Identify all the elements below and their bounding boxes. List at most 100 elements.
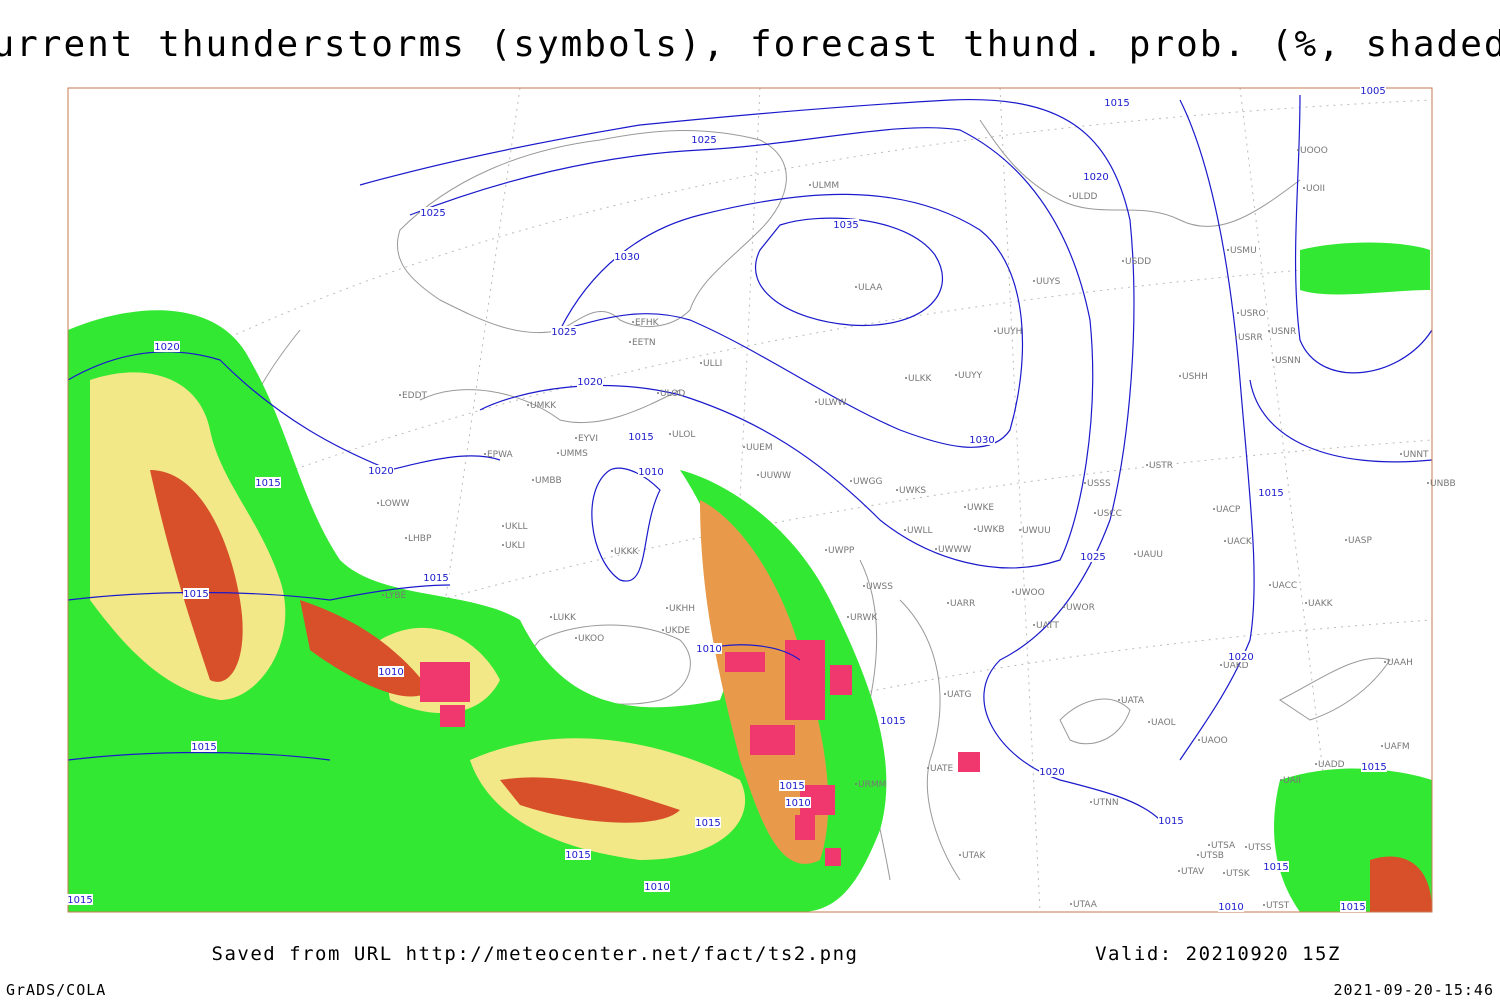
isobar-label: 1020 bbox=[154, 342, 179, 353]
station-label: LHBP bbox=[408, 534, 432, 544]
station-dot bbox=[815, 401, 817, 403]
software: GrADS/COLA bbox=[6, 981, 106, 999]
station-label: USRR bbox=[1238, 333, 1263, 343]
station-dot bbox=[964, 506, 966, 508]
station-label: UAAH bbox=[1387, 658, 1413, 668]
isobar-label-bg bbox=[1360, 85, 1386, 96]
station-label: EDDT bbox=[402, 391, 428, 401]
station-dot bbox=[1269, 584, 1271, 586]
station-label: ULOD bbox=[660, 389, 685, 399]
station-dot bbox=[847, 616, 849, 618]
isobar bbox=[559, 193, 1024, 448]
station-dot bbox=[399, 394, 401, 396]
station-label: UWWW bbox=[938, 545, 971, 555]
storm-cluster bbox=[958, 752, 980, 772]
isobar bbox=[67, 351, 501, 471]
station-dot bbox=[1280, 779, 1282, 781]
station-dot bbox=[1070, 903, 1072, 905]
station-dot bbox=[1090, 801, 1092, 803]
station-dot bbox=[1268, 330, 1270, 332]
arctic-coast bbox=[979, 119, 1301, 227]
isobar bbox=[67, 584, 451, 601]
station-label: ULDD bbox=[1072, 192, 1098, 202]
station-dot bbox=[896, 489, 898, 491]
station-label: UAKD bbox=[1223, 661, 1249, 671]
station-label: UKHH bbox=[669, 604, 695, 614]
isobar-label-bg bbox=[785, 797, 811, 808]
station-label: UWPP bbox=[828, 546, 855, 556]
station-label: UWKE bbox=[967, 503, 994, 513]
station-label: USRO bbox=[1240, 309, 1266, 319]
isobar bbox=[67, 751, 331, 761]
isobar-label: 1015 bbox=[628, 432, 653, 443]
station-label: USSS bbox=[1087, 479, 1111, 489]
station-dot bbox=[1084, 482, 1086, 484]
station-dot bbox=[1179, 375, 1181, 377]
isobar-label: 1025 bbox=[691, 135, 716, 146]
prob-high bbox=[700, 500, 829, 864]
isobar-label-bg bbox=[833, 219, 859, 230]
isobar-label: 1025 bbox=[420, 208, 445, 219]
station-dot bbox=[1118, 699, 1120, 701]
station-dot bbox=[669, 433, 671, 435]
station-label: ULLI bbox=[703, 359, 722, 369]
station-label: UWKS bbox=[899, 486, 926, 496]
station-label: UADD bbox=[1318, 760, 1345, 770]
title: Current thunderstorms (symbols), forecas… bbox=[0, 24, 1500, 65]
prob-high bbox=[1370, 856, 1432, 912]
isobar-label-bg bbox=[154, 341, 180, 352]
isobar-label: 1010 bbox=[1218, 902, 1243, 913]
station-label: UTSS bbox=[1248, 843, 1272, 853]
station-label: UAUU bbox=[1137, 550, 1163, 560]
station-dot bbox=[1069, 195, 1071, 197]
isobar-label: 1015 bbox=[880, 716, 905, 727]
isobar-label-bg bbox=[691, 134, 717, 145]
station-label: UMMS bbox=[560, 449, 588, 459]
thunderstorm-symbols bbox=[420, 640, 980, 866]
isobar-label-bg bbox=[1361, 761, 1387, 772]
station-label: LUKK bbox=[553, 613, 577, 623]
station-label: USDD bbox=[1125, 257, 1151, 267]
station-label: UWUU bbox=[1022, 526, 1051, 536]
map-frame-group bbox=[67, 87, 1433, 913]
station-dot bbox=[855, 783, 857, 785]
isobar-label-bg bbox=[628, 431, 654, 442]
station-dot bbox=[825, 549, 827, 551]
station-dot bbox=[484, 453, 486, 455]
station-label: USHH bbox=[1182, 372, 1208, 382]
isobar-label: 1015 bbox=[695, 818, 720, 829]
station-label: UMBB bbox=[535, 476, 562, 486]
station-label: UUYY bbox=[958, 371, 983, 381]
isobar-label: 1030 bbox=[614, 252, 639, 263]
station-dot bbox=[1148, 721, 1150, 723]
station-label: UATA bbox=[1121, 696, 1145, 706]
isobar-label: 1015 bbox=[565, 850, 590, 861]
station-label: UWKB bbox=[977, 525, 1005, 535]
station-label: UAOO bbox=[1201, 736, 1228, 746]
station-label: USNR bbox=[1271, 327, 1296, 337]
isobar-label-bg bbox=[1104, 97, 1130, 108]
station-dot bbox=[377, 502, 379, 504]
station-dot bbox=[1094, 512, 1096, 514]
isobar-label: 1020 bbox=[368, 466, 393, 477]
isobar-label-bg bbox=[420, 207, 446, 218]
isobar-label: 1005 bbox=[1360, 86, 1385, 97]
station-dot bbox=[657, 392, 659, 394]
isobar-label-bg bbox=[696, 643, 722, 654]
station-dot bbox=[935, 548, 937, 550]
station-dot bbox=[1012, 591, 1014, 593]
station-label: UTSA bbox=[1211, 841, 1236, 851]
labels: ULMM ULAA ULDD EFHK EETN ULLI ULOD UMKK EDDT EPWA… bbox=[67, 85, 1456, 913]
station-dot bbox=[850, 480, 852, 482]
station-label: UKLI bbox=[505, 541, 525, 551]
isobar-label: 1015 bbox=[779, 781, 804, 792]
isobar-label: 1020 bbox=[1039, 767, 1064, 778]
isobar-label: 1015 bbox=[1361, 762, 1386, 773]
station-dot bbox=[1223, 872, 1225, 874]
isobar-label: 1010 bbox=[638, 467, 663, 478]
isobar-label-bg bbox=[695, 817, 721, 828]
station-label: UNNT bbox=[1403, 450, 1429, 460]
station-dot bbox=[1033, 624, 1035, 626]
station-label: UKOO bbox=[578, 634, 604, 644]
station-label: UATE bbox=[930, 764, 954, 774]
